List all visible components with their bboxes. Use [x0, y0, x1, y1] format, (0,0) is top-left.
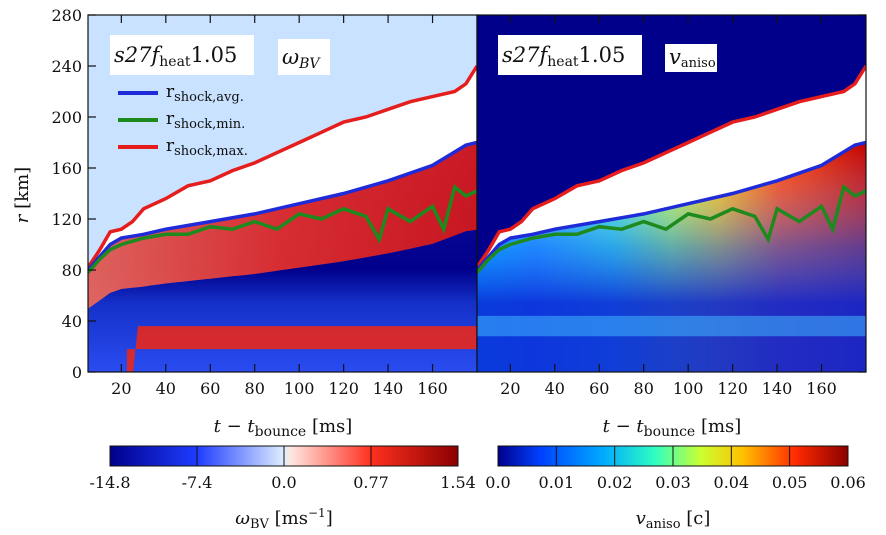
colorbar-tick-label: -14.8: [89, 473, 130, 492]
panel2-frame: [476, 14, 867, 373]
panel2-x-ticks: 20 40 60 80 100 120 140 160: [500, 15, 837, 398]
colorbar-tick-label: 0.0: [485, 473, 510, 492]
x-tick-label: 40: [545, 379, 565, 398]
legend-label-max: rshock,max.: [166, 136, 248, 159]
x-tick-label: 80: [634, 379, 654, 398]
x-tick-label: 140: [762, 379, 793, 398]
x-tick-label: 140: [373, 379, 404, 398]
x-tick-label: 120: [328, 379, 359, 398]
x-tick-label: 20: [111, 379, 131, 398]
panel2-line-rshock-min: [477, 184, 866, 274]
colorbar-tick-label: 0.05: [772, 473, 808, 492]
x-tick-label: 100: [284, 379, 315, 398]
y-tick-label: 0: [72, 363, 82, 382]
panel1-red-band: [126, 326, 477, 372]
legend-label-avg: rshock,avg.: [166, 82, 244, 105]
colorbar-tick-label: 0.0: [271, 473, 296, 492]
x-tick-label: 40: [156, 379, 176, 398]
colorbar-tick-label: 0.01: [539, 473, 575, 492]
legend: rshock,avg. rshock,min. rshock,max.: [118, 82, 248, 159]
panel2-label-box: [498, 35, 642, 75]
panel1-line-rshock-avg: [88, 140, 477, 272]
y-tick-label: 120: [51, 210, 82, 229]
panel2-shock-gap: [477, 66, 866, 270]
legend-item-rshock-avg: rshock,avg.: [118, 82, 244, 105]
x-tick-label: 120: [717, 379, 748, 398]
colorbar-tick-label: 0.77: [353, 473, 389, 492]
y-tick-label: 80: [62, 261, 82, 280]
y-tick-label: 280: [51, 6, 82, 25]
panel1-label: s27fheat1.05: [114, 43, 237, 70]
colorbar2-ticks: 0.0 0.01 0.02 0.03 0.04 0.05 0.06: [485, 446, 866, 492]
x-tick-label: 160: [806, 379, 837, 398]
colorbar2-title: vaniso [c]: [636, 508, 711, 532]
x-tick-label: 60: [589, 379, 609, 398]
legend-label-min: rshock,min.: [166, 109, 245, 132]
legend-item-rshock-min: rshock,min.: [118, 109, 245, 132]
panel2-line-rshock-max: [477, 65, 866, 269]
y-tick-label: 240: [51, 57, 82, 76]
panel1-quantity-label: ωBV: [282, 45, 321, 72]
panel2-x-axis-title: t − tbounce [ms]: [603, 416, 742, 440]
colorbar-omega-bv: -14.8 -7.4 0.0 0.77 1.54 ωBV [ms−1]: [89, 445, 476, 532]
x-tick-label: 80: [245, 379, 265, 398]
colorbar-tick-label: 1.54: [440, 473, 476, 492]
x-tick-label: 60: [200, 379, 220, 398]
y-tick-label: 200: [51, 108, 82, 127]
colorbar-tick-label: 0.03: [655, 473, 691, 492]
panel1-x-ticks: 20 40 60 80 100 120 140 160: [111, 15, 448, 398]
y-axis-title: r [km]: [12, 167, 33, 223]
panel2-quantity-label: vaniso: [669, 45, 716, 71]
colorbar-tick-label: 0.06: [830, 473, 866, 492]
panel2-light-band: [477, 315, 866, 337]
colorbar-tick-label: 0.02: [597, 473, 633, 492]
y-tick-label: 160: [51, 159, 82, 178]
panel2-line-rshock-avg: [477, 140, 866, 272]
panel1-quantity-box: [278, 39, 330, 75]
colorbar1-title: ωBV [ms−1]: [235, 506, 332, 532]
x-tick-label: 20: [500, 379, 520, 398]
colorbar-tick-label: 0.04: [714, 473, 750, 492]
colorbar1-ticks: -14.8 -7.4 0.0 0.77 1.54: [89, 446, 476, 492]
panel2-quantity-box: [665, 44, 717, 72]
colorbar-v-aniso: 0.0 0.01 0.02 0.03 0.04 0.05 0.06 vaniso [c]: [485, 445, 866, 532]
colorbar-tick-label: -7.4: [182, 473, 213, 492]
x-tick-label: 160: [417, 379, 448, 398]
panel1-line-rshock-min: [88, 184, 477, 274]
panel2-label: s27fheat1.05: [502, 43, 625, 70]
panel1-x-axis-title: t − tbounce [ms]: [214, 416, 353, 440]
panel1-shock-gap: [88, 66, 477, 270]
panel-v-aniso: 20 40 60 80 100 120 140 160 s27fheat1.05 vaniso…: [476, 14, 867, 440]
panel1-line-rshock-max: [88, 65, 477, 269]
panel-omega-bv: 0 40 80 120 160 200 240 280 20 40 60 80 100 120 140 16…: [12, 6, 866, 440]
legend-item-rshock-max: rshock,max.: [118, 136, 248, 159]
x-tick-label: 100: [673, 379, 704, 398]
panel2-blue-overlay: [477, 142, 866, 372]
y-tick-label: 40: [62, 312, 82, 331]
panel1-label-box: [110, 35, 254, 75]
